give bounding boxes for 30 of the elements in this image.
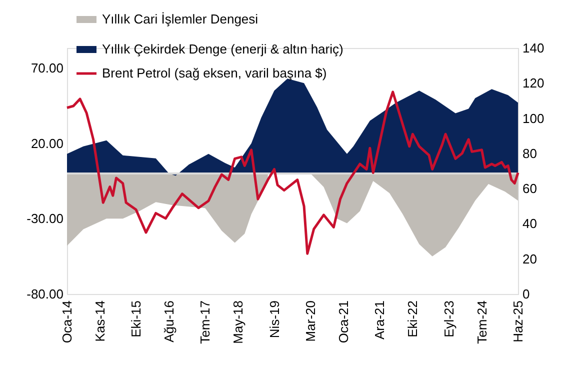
x-tick-label: Kas-14 [92, 300, 108, 342]
x-tick-label: Eyl-23 [441, 300, 456, 338]
x-tick-label: Eki-15 [128, 300, 144, 338]
x-tick-label: Oca-14 [60, 300, 74, 344]
x-tick-label: Mar-20 [303, 300, 318, 342]
y-tick-label: 20.00 [30, 136, 64, 151]
legend-label: Yıllık Cari İşlemler Dengesi [102, 12, 258, 26]
legend-label: Yıllık Çekirdek Denge (enerji & altın hariç) [102, 42, 344, 56]
x-tick-label: Tem-17 [198, 300, 213, 344]
y2-tick-label: 80 [522, 146, 537, 161]
x-tick-label: Ağu-16 [162, 300, 177, 342]
y-tick-label: -30.00 [26, 211, 64, 226]
x-tick-label: Nis-19 [266, 300, 282, 338]
y2-tick-label: 0 [522, 286, 530, 302]
y2-tick-label: 100 [522, 110, 544, 126]
y2-tick-label: 40 [522, 216, 537, 232]
y2-tick-label: 60 [522, 181, 537, 196]
x-tick-label: Oca-21 [336, 300, 352, 344]
x-tick-label: Ara-21 [372, 300, 388, 340]
y2-tick-label: 120 [522, 76, 544, 91]
y2-tick-label: 140 [522, 40, 544, 56]
y2-tick-label: 20 [522, 251, 537, 266]
y-tick-label: 70.00 [30, 60, 64, 76]
x-tick-label: Haz-25 [510, 300, 526, 342]
line-series [66, 90, 520, 255]
legend-label: Brent Petrol (sağ eksen, varil başına $) [102, 66, 327, 80]
x-tick-label: May-18 [230, 300, 246, 344]
x-tick-label: Tem-24 [474, 300, 490, 344]
y-tick-label: -80.00 [26, 286, 64, 302]
x-tick-label: Eki-22 [405, 300, 420, 338]
